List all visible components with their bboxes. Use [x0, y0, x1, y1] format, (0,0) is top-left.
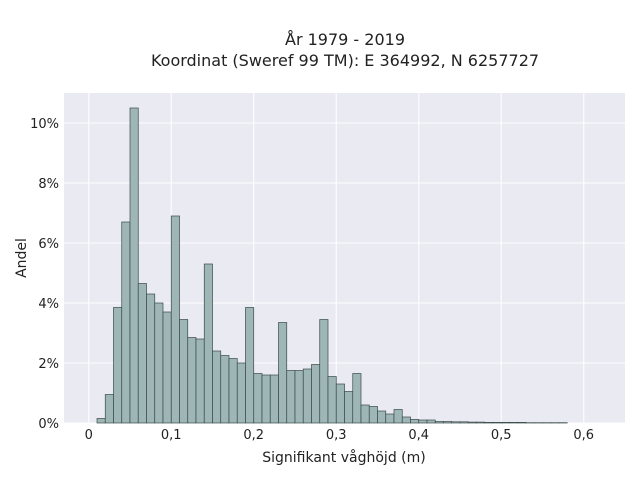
x-tick-label: 0,1 [161, 428, 182, 443]
histogram-bar [401, 416, 411, 424]
x-tick-label: 0,4 [408, 428, 429, 443]
histogram-bar [104, 394, 114, 424]
histogram-bar [467, 421, 477, 424]
histogram-bar [492, 422, 502, 424]
histogram-bar [253, 373, 263, 424]
histogram-bar [212, 350, 222, 424]
histogram-bar [113, 307, 123, 424]
histogram-bar [451, 421, 461, 424]
histogram-bar [360, 404, 370, 424]
histogram-bar [484, 422, 494, 424]
histogram-bar [162, 311, 172, 424]
x-tick-label: 0,3 [326, 428, 347, 443]
histogram-bar [352, 373, 362, 424]
histogram-bar [261, 374, 271, 424]
y-tick-label: 8% [38, 177, 59, 192]
histogram-bar [121, 221, 131, 424]
histogram-bar [228, 358, 238, 424]
histogram-bar [476, 421, 486, 424]
histogram-bar [269, 374, 279, 424]
x-tick-label: 0,5 [491, 428, 512, 443]
y-tick-label: 2% [38, 357, 59, 372]
histogram-bar [203, 263, 213, 424]
y-tick-label: 10% [30, 117, 59, 132]
x-tick-label: 0,6 [573, 428, 594, 443]
histogram-bar [137, 283, 147, 424]
histogram-bar [426, 419, 436, 424]
histogram-bar [195, 338, 205, 424]
histogram-bar [154, 302, 164, 424]
histogram-bar [311, 364, 321, 424]
histogram-bar [319, 319, 329, 424]
histogram-bar [96, 418, 106, 424]
histogram-bar [294, 370, 304, 424]
histogram-bar [459, 421, 469, 424]
histogram-bar [278, 322, 288, 424]
histogram-bar [170, 215, 180, 424]
histogram-bar [187, 337, 197, 424]
histogram-bar [385, 413, 395, 424]
histogram-bar [377, 410, 387, 424]
x-tick-label: 0 [85, 428, 93, 443]
histogram-bar [302, 368, 312, 424]
histogram-bar [418, 419, 428, 424]
histogram-bar [517, 422, 527, 424]
y-tick-label: 6% [38, 237, 59, 252]
histogram-bar [129, 107, 139, 424]
histogram-bar [220, 355, 230, 424]
histogram-bar [443, 421, 453, 424]
chart-title: År 1979 - 2019 [285, 30, 405, 49]
histogram-bar [344, 391, 354, 424]
y-tick-label: 0% [38, 417, 59, 432]
histogram-bar [236, 362, 246, 424]
y-axis-label: Andel [14, 238, 30, 278]
histogram-bar [286, 370, 296, 424]
histogram-bar [368, 406, 378, 424]
bars [96, 107, 568, 424]
histogram-bar [500, 422, 510, 424]
histogram-bar [146, 293, 156, 424]
histogram-bar [245, 307, 255, 424]
histogram-bar [327, 376, 337, 424]
histogram-bar [410, 419, 420, 424]
histogram-bar [509, 422, 519, 424]
histogram-bar [179, 319, 189, 424]
x-axis-label: Signifikant våghöjd (m) [262, 449, 425, 466]
y-tick-label: 4% [38, 297, 59, 312]
histogram-bar [393, 409, 403, 424]
chart-subtitle: Koordinat (Sweref 99 TM): E 364992, N 62… [151, 51, 539, 70]
y-axis-ticks: 0% 2% 4% 6% 8% 10% [30, 117, 59, 432]
x-axis-ticks: 0 0,1 0,2 0,3 0,4 0,5 0,6 [85, 428, 594, 443]
x-tick-label: 0,2 [243, 428, 264, 443]
histogram-bar [335, 383, 345, 424]
histogram-bar [434, 421, 444, 424]
